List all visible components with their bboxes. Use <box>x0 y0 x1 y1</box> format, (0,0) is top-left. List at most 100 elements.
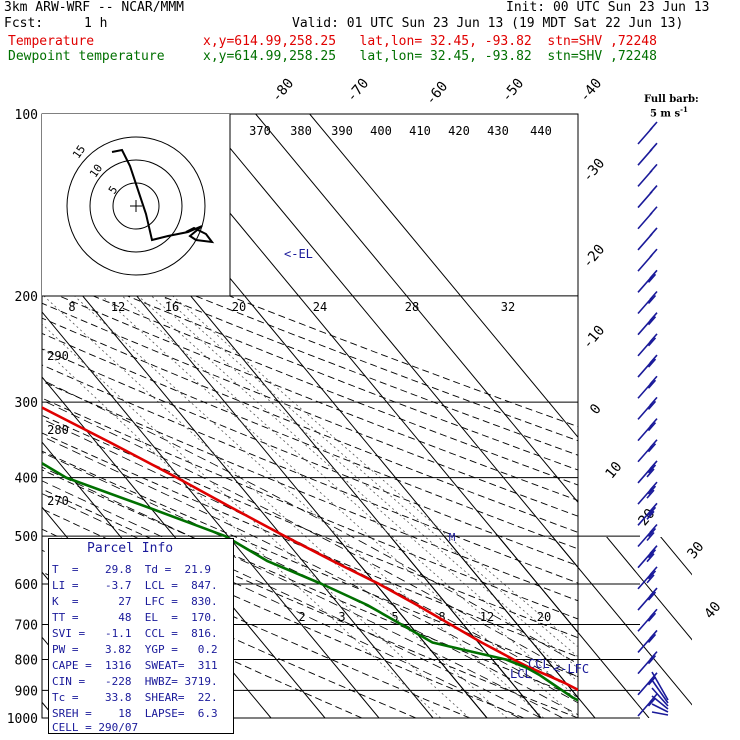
wind-barb <box>637 545 658 569</box>
mixing-ratio-line <box>101 295 578 718</box>
temperature-profile <box>42 406 578 692</box>
wind-barb-flag <box>646 510 655 520</box>
wind-barb-shaft <box>637 508 653 526</box>
dry-adiabat <box>42 332 578 550</box>
ccl-marker: CCL <box>528 657 550 671</box>
parcel-info-row: SREH = 18 LAPSE= 6.3 <box>52 707 218 720</box>
mixing-ratio-line <box>42 346 441 718</box>
mixing-ratio-line <box>172 295 578 648</box>
isotherm <box>309 114 578 439</box>
wind-barb-shaft <box>637 551 653 569</box>
wind-barb-flag <box>646 574 655 584</box>
dry-adiabat <box>42 317 578 533</box>
wind-barb-shaft <box>637 699 653 717</box>
wind-barb-flag <box>649 418 658 428</box>
mixing-ratio-line <box>42 323 470 718</box>
wind-barb-shaft <box>637 402 653 420</box>
mixing-ratio-label: 8 <box>68 300 75 314</box>
wind-barb-shaft <box>637 318 653 336</box>
theta-tick-label: 370 <box>249 124 271 138</box>
dry-adiabat <box>42 232 578 442</box>
wind-barb-shaft <box>637 445 653 463</box>
wind-barbs <box>637 121 669 717</box>
wind-barb-shaft <box>637 360 653 378</box>
parcel-info-row: T = 29.8 Td = 21.9 <box>52 563 211 576</box>
parcel-info-title: Parcel Info <box>87 541 174 556</box>
wind-barb-flag <box>647 400 657 410</box>
isotherm-tick-label: -30 <box>580 156 609 186</box>
theta-tick-label: 430 <box>487 124 509 138</box>
wind-barb-shaft <box>637 657 653 675</box>
dry-adiabat <box>42 450 578 678</box>
wind-barb <box>637 354 658 378</box>
parcel-info-row: PW = 3.82 YGP = 0.2 <box>52 643 218 656</box>
wind-barb-flag <box>649 185 658 195</box>
wind-barb-flag <box>647 485 657 495</box>
valid-time: Valid: 01 UTC Sun 23 Jun 13 (19 MDT Sat … <box>292 16 684 31</box>
wind-barb-flag <box>646 468 655 478</box>
isotherm <box>255 114 578 504</box>
wind-barb <box>637 651 658 675</box>
wind-barb <box>637 333 658 357</box>
wind-barb-flag <box>649 290 658 301</box>
wind-barb <box>651 671 669 701</box>
wind-barb-flag <box>649 502 658 512</box>
wind-barb-flag <box>647 294 657 305</box>
wind-barb-shaft <box>637 233 653 251</box>
wind-barb-flag <box>649 651 658 661</box>
wind-barb-flag <box>647 464 657 474</box>
wind-barb-flag <box>647 655 657 665</box>
isotherm <box>42 376 326 718</box>
wind-barb <box>637 185 658 209</box>
full-barb-line2: 5 m s <box>649 108 681 120</box>
legend-dewpoint-name: Dewpoint temperature <box>8 49 165 64</box>
wind-barb-flag <box>649 163 658 173</box>
wind-barb-flag <box>646 489 655 499</box>
isotherm-tick-label: 40 <box>701 599 724 622</box>
dry-adiabat <box>42 259 578 471</box>
wind-barb <box>637 629 658 653</box>
wind-barb <box>637 502 658 526</box>
wind-barb-shaft <box>637 275 653 293</box>
wind-barb-flag <box>647 506 657 516</box>
mixing-ratio-label: 20 <box>232 300 246 314</box>
hodograph-ring <box>89 159 183 253</box>
wind-barb-flag <box>647 549 657 559</box>
wind-barb-shaft <box>637 212 653 230</box>
wind-barb-flag <box>647 612 657 622</box>
wind-barb <box>637 227 658 251</box>
wind-barb <box>637 206 658 230</box>
isotherm <box>0 114 1 718</box>
wind-barb <box>637 608 658 632</box>
full-barb-label: Full barb: <box>637 85 699 105</box>
wind-barb-flag <box>649 460 658 470</box>
isotherm <box>444 537 596 718</box>
dry-adiabat <box>42 302 578 517</box>
wind-barb-flag <box>649 121 658 131</box>
isotherm <box>498 537 650 718</box>
wind-barb <box>651 703 669 713</box>
wind-barb-flag <box>649 375 658 385</box>
wind-barb-flag <box>649 248 658 258</box>
wind-barb-flag <box>649 439 658 449</box>
wind-barb-flag <box>647 591 657 601</box>
pressure-tick-label: 500 <box>15 530 38 545</box>
theta-tick-label: 380 <box>290 124 312 138</box>
dry-adiabat <box>42 432 578 658</box>
wind-barb-flag <box>647 337 657 347</box>
parcel-info-row: LI = -3.7 LCL = 847. <box>52 579 218 592</box>
parcel-info-row: SVI = -1.1 CCL = 816. <box>52 627 218 640</box>
wind-barb <box>637 248 658 272</box>
dry-adiabat <box>42 288 578 501</box>
wind-barb-flag <box>647 443 657 453</box>
wind-barb-shaft <box>637 593 653 611</box>
wind-barb-shaft <box>637 424 653 442</box>
wind-barb <box>651 695 669 710</box>
pressure-tick-label: 1000 <box>7 712 38 727</box>
mixing-ratio-label: 2 <box>298 610 305 624</box>
wind-barb <box>637 396 658 420</box>
wind-barb <box>637 375 658 399</box>
wind-barb-flag <box>649 333 658 343</box>
grid-low <box>336 537 692 718</box>
